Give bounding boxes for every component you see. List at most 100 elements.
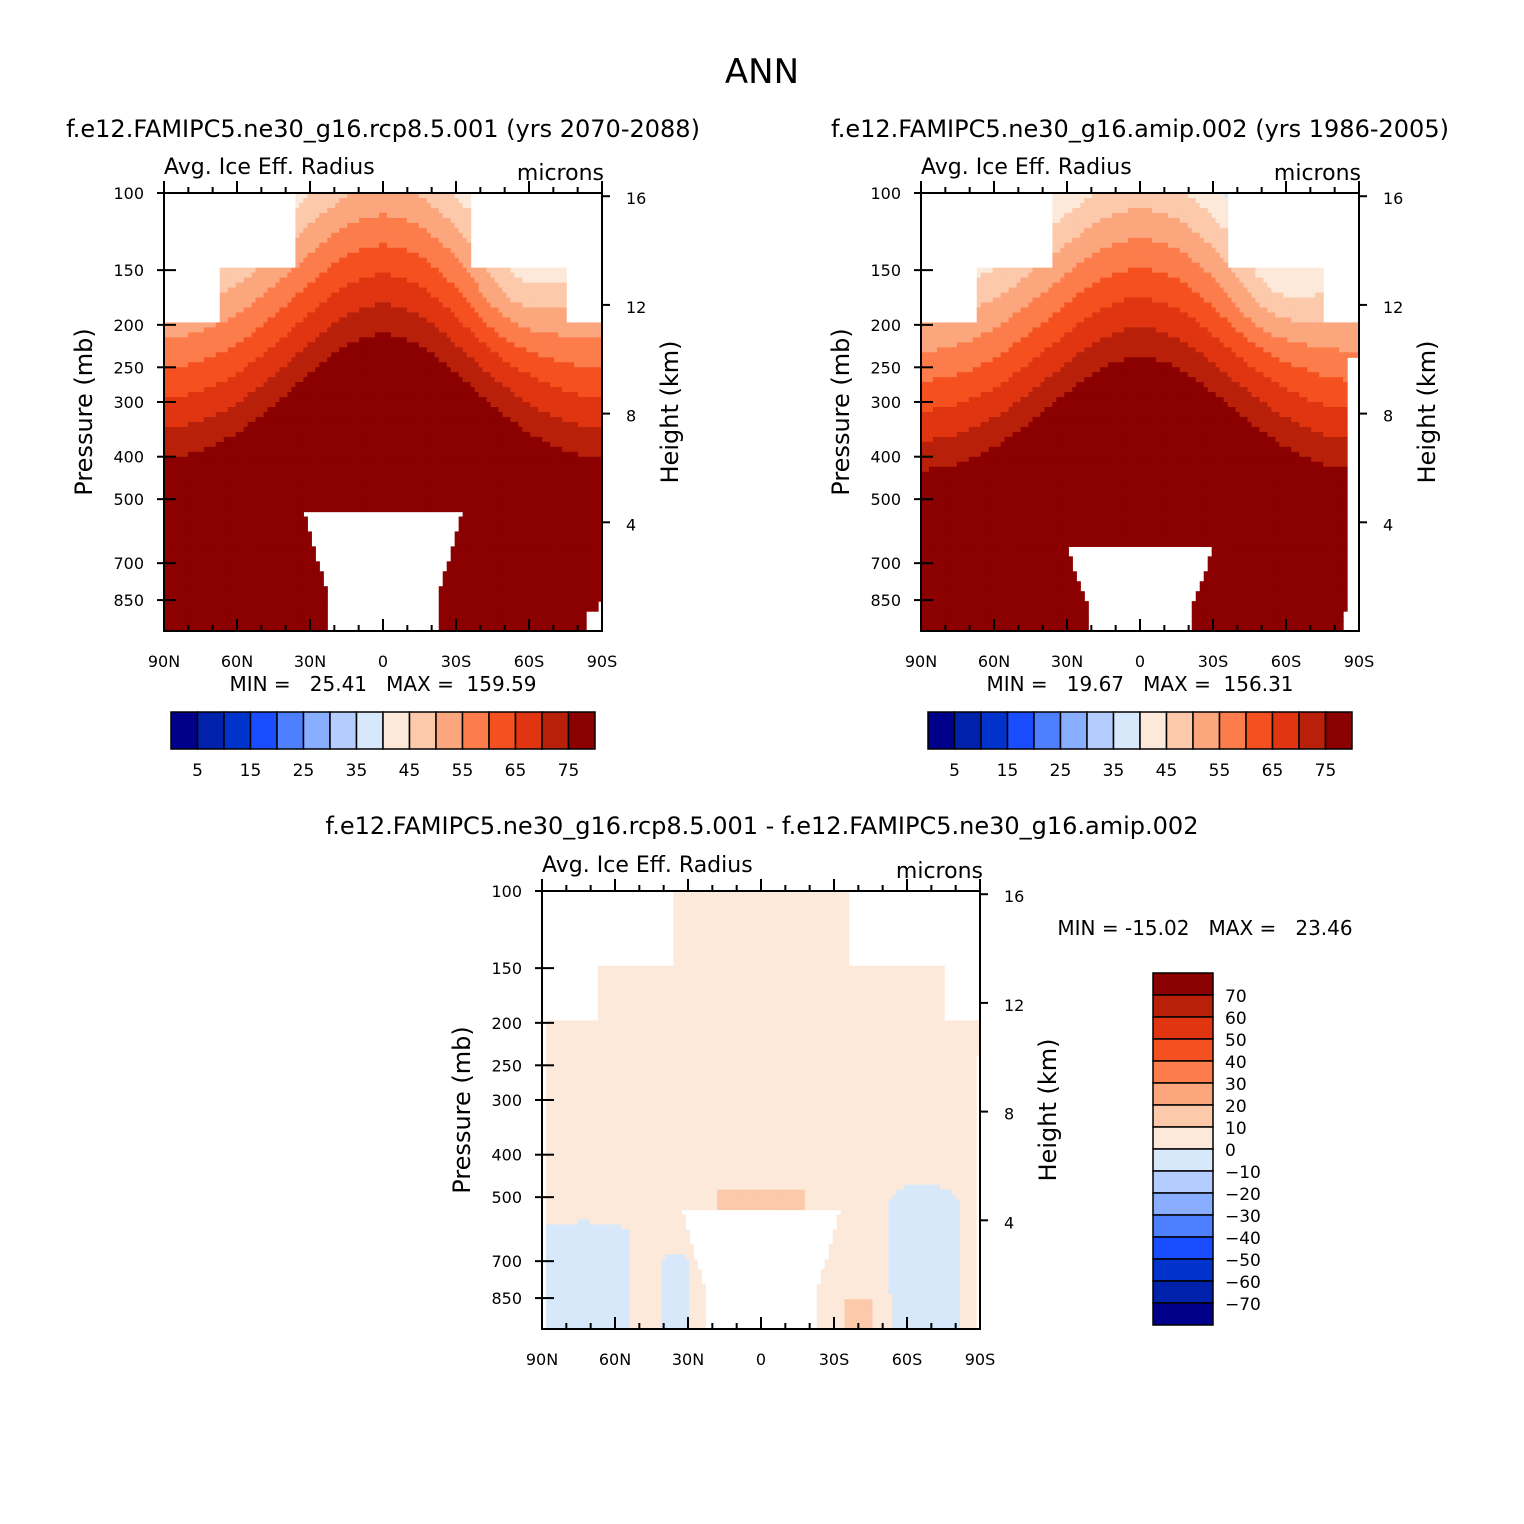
contour-cell xyxy=(275,611,281,617)
contour-cell xyxy=(203,616,209,622)
contour-cell xyxy=(371,262,376,269)
contour-cell xyxy=(394,446,400,453)
contour-cell xyxy=(351,287,356,294)
contour-cell xyxy=(243,402,249,408)
contour-cell xyxy=(347,501,352,508)
contour-cell xyxy=(351,486,356,493)
contour-cell xyxy=(251,347,257,353)
contour-cell xyxy=(327,392,332,398)
contour-cell xyxy=(311,426,316,433)
contour-cell xyxy=(171,541,177,547)
contour-cell xyxy=(450,471,456,478)
contour-cell xyxy=(398,327,404,333)
contour-cell xyxy=(167,591,173,597)
contour-cell xyxy=(207,347,213,353)
contour-cell xyxy=(283,332,289,338)
contour-cell xyxy=(343,267,348,274)
contour-cell xyxy=(343,387,348,393)
contour-cell xyxy=(398,317,404,324)
contour-cell xyxy=(406,506,412,513)
contour-cell xyxy=(171,616,177,622)
contour-cell xyxy=(271,541,277,547)
contour-cell xyxy=(430,486,436,493)
contour-cell xyxy=(414,232,420,239)
contour-cell xyxy=(319,287,324,294)
contour-cell xyxy=(311,606,316,612)
contour-cell xyxy=(347,337,352,343)
contour-cell xyxy=(275,392,281,398)
contour-cell xyxy=(311,252,316,259)
contour-cell xyxy=(267,546,273,552)
contour-cell xyxy=(279,541,285,547)
contour-cell xyxy=(422,222,428,229)
contour-cell xyxy=(311,466,316,473)
contour-cell xyxy=(295,357,300,363)
contour-cell xyxy=(247,357,253,363)
contour-cell xyxy=(315,252,320,259)
contour-cell xyxy=(446,601,452,607)
contour-cell xyxy=(303,407,308,413)
contour-cell xyxy=(171,491,177,498)
contour-cell xyxy=(327,212,332,219)
contour-cell xyxy=(179,337,185,343)
contour-cell xyxy=(351,282,356,289)
contour-cell xyxy=(359,412,364,418)
contour-cell xyxy=(179,451,185,458)
contour-cell xyxy=(450,397,456,403)
contour-cell xyxy=(450,267,456,274)
contour-cell xyxy=(199,446,205,453)
contour-cell xyxy=(207,521,213,528)
contour-cell xyxy=(422,392,428,398)
contour-cell xyxy=(398,461,404,468)
contour-cell xyxy=(371,272,376,279)
contour-cell xyxy=(347,297,352,304)
contour-cell xyxy=(450,257,456,264)
contour-cell xyxy=(315,566,320,572)
contour-cell xyxy=(315,426,320,433)
contour-cell xyxy=(422,397,428,403)
contour-cell xyxy=(299,536,304,543)
contour-cell xyxy=(355,377,360,383)
contour-cell xyxy=(402,357,408,363)
contour-cell xyxy=(442,476,448,483)
contour-cell xyxy=(235,476,241,483)
contour-cell xyxy=(315,431,320,438)
contour-cell xyxy=(203,481,209,488)
contour-cell xyxy=(450,367,456,373)
contour-cell xyxy=(422,412,428,418)
contour-cell xyxy=(426,402,432,408)
contour-cell xyxy=(291,362,296,368)
contour-cell xyxy=(195,511,201,518)
contour-cell xyxy=(355,227,360,234)
contour-cell xyxy=(375,272,380,279)
contour-cell xyxy=(303,242,308,249)
contour-cell xyxy=(371,506,376,513)
contour-cell xyxy=(263,531,269,538)
contour-cell xyxy=(323,466,328,473)
contour-cell xyxy=(227,601,233,607)
contour-cell xyxy=(402,267,408,274)
contour-cell xyxy=(386,426,392,433)
contour-cell xyxy=(383,332,388,338)
contour-cell xyxy=(263,626,269,631)
contour-cell xyxy=(398,257,404,264)
contour-cell xyxy=(223,546,229,552)
contour-cell xyxy=(307,486,312,493)
contour-cell xyxy=(375,367,380,373)
contour-cell xyxy=(227,426,233,433)
contour-cell xyxy=(327,272,332,279)
contour-cell xyxy=(390,232,396,239)
contour-cell xyxy=(422,476,428,483)
contour-cell xyxy=(275,456,281,463)
contour-cell xyxy=(351,193,356,199)
contour-cell xyxy=(426,282,432,289)
contour-cell xyxy=(319,412,324,418)
contour-cell xyxy=(283,397,289,403)
contour-cell xyxy=(243,297,249,304)
contour-cell xyxy=(255,591,261,597)
contour-cell xyxy=(239,347,245,353)
contour-cell xyxy=(446,426,452,433)
contour-cell xyxy=(323,352,328,358)
contour-cell xyxy=(207,392,213,398)
contour-cell xyxy=(359,272,364,279)
